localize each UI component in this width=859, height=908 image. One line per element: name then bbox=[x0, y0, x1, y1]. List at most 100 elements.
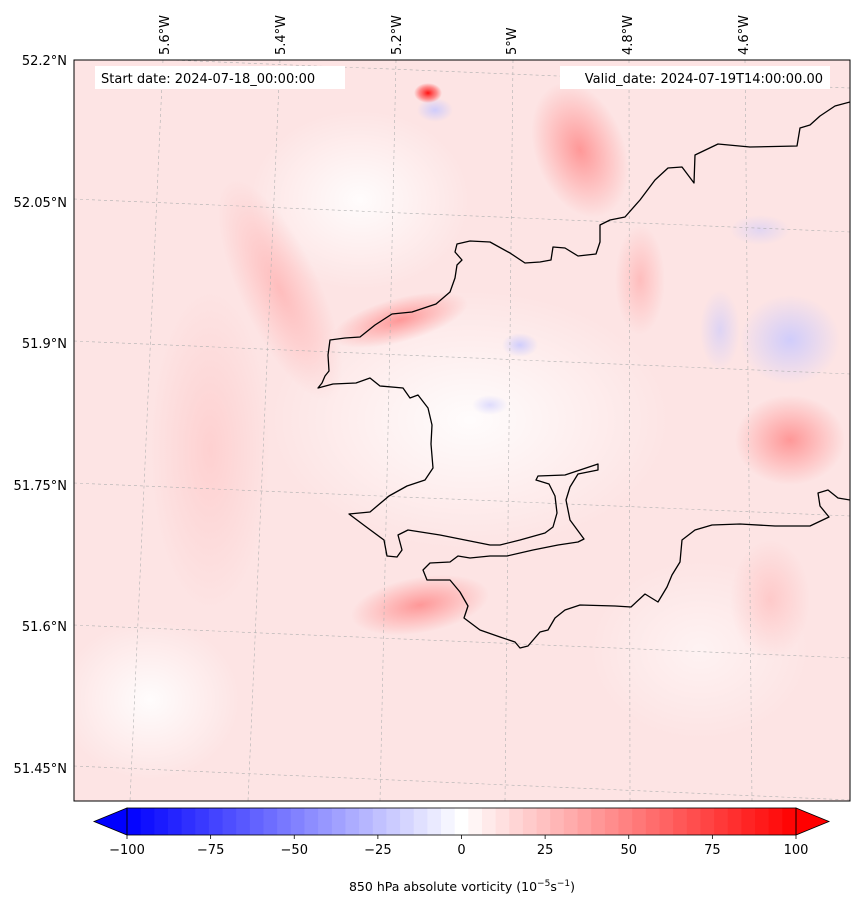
field-band-west bbox=[150, 290, 270, 610]
lon-label: 5.6°W bbox=[158, 15, 173, 55]
colorbar: −100 −75 −50 −25 0 25 50 75 100 850 hPa absolute… bbox=[92, 807, 831, 894]
field-maximum-far-east bbox=[735, 395, 845, 485]
colorbar-bin bbox=[714, 808, 729, 835]
field-minimum-east-2 bbox=[700, 290, 740, 370]
colorbar-bin bbox=[782, 808, 797, 835]
colorbar-bin bbox=[673, 808, 688, 835]
colorbar-tick-label: −100 bbox=[109, 843, 145, 858]
field-light-center bbox=[270, 290, 670, 550]
field-maximum-east bbox=[615, 225, 665, 335]
field-band-coast bbox=[332, 292, 468, 348]
colorbar-label: 850 hPa absolute vorticity (10−5s−1) bbox=[349, 879, 575, 894]
colorbar-bin bbox=[127, 808, 142, 835]
colorbar-tick-label: 75 bbox=[704, 843, 721, 858]
lon-label: 4.8°W bbox=[621, 15, 636, 55]
colorbar-bin bbox=[686, 808, 702, 835]
field-minimum-center bbox=[502, 333, 538, 357]
colorbar-bin bbox=[741, 808, 756, 835]
lon-label: 5.4°W bbox=[274, 15, 289, 55]
colorbar-tick-label: −75 bbox=[197, 843, 224, 858]
colorbar-bin bbox=[400, 808, 415, 835]
lon-label: 5.2°W bbox=[390, 15, 405, 55]
colorbar-bin bbox=[454, 808, 469, 835]
lat-label: 51.45°N bbox=[14, 762, 67, 777]
colorbar-bin bbox=[167, 808, 183, 835]
colorbar-bin bbox=[700, 808, 715, 835]
field-minimum-northeast bbox=[730, 215, 790, 245]
field-band-southeast bbox=[730, 540, 810, 660]
colorbar-bin bbox=[659, 808, 674, 835]
colorbar-bin bbox=[645, 808, 661, 835]
colorbar-label-text: 850 hPa absolute vorticity (10 bbox=[349, 879, 537, 894]
colorbar-ticks: −100 −75 −50 −25 0 25 50 75 100 bbox=[109, 835, 808, 858]
colorbar-bin bbox=[236, 808, 251, 835]
field-minimum-center-2 bbox=[472, 395, 508, 415]
colorbar-bin bbox=[441, 808, 456, 835]
valid-date-background bbox=[560, 66, 830, 89]
colorbar-bin bbox=[481, 808, 497, 835]
colorbar-bin bbox=[277, 808, 292, 835]
colorbar-bin bbox=[550, 808, 565, 835]
colorbar-bin bbox=[604, 808, 620, 835]
lat-label: 51.9°N bbox=[22, 337, 67, 352]
field-light-southwest bbox=[74, 620, 240, 780]
colorbar-bins bbox=[127, 808, 797, 835]
start-date-box: Start date: 2024-07-18_00:00:00 bbox=[95, 66, 345, 89]
colorbar-extend-min bbox=[92, 807, 128, 836]
colorbar-extend-max bbox=[795, 807, 831, 836]
colorbar-bin bbox=[222, 808, 237, 835]
colorbar-bin bbox=[563, 808, 579, 835]
map-frame bbox=[73, 59, 851, 802]
colorbar-bin bbox=[359, 808, 374, 835]
coastline-north bbox=[317, 101, 850, 649]
colorbar-bin bbox=[536, 808, 551, 835]
colorbar-tick-label: 0 bbox=[457, 843, 465, 858]
field-hotspot-north bbox=[414, 83, 442, 103]
lat-label: 51.75°N bbox=[14, 479, 67, 494]
colorbar-bin bbox=[263, 808, 278, 835]
colorbar-bin bbox=[632, 808, 647, 835]
colorbar-bin bbox=[154, 808, 169, 835]
colorbar-bin bbox=[468, 808, 483, 835]
meridian-5.6w bbox=[129, 60, 164, 801]
colorbar-bin bbox=[345, 808, 360, 835]
colorbar-bin bbox=[290, 808, 306, 835]
colorbar-label-mid: s bbox=[550, 879, 557, 894]
colorbar-bin bbox=[522, 808, 538, 835]
colorbar-bin bbox=[318, 808, 333, 835]
vorticity-field bbox=[74, 60, 850, 801]
colorbar-bin bbox=[304, 808, 319, 835]
lon-label: 5°W bbox=[505, 27, 520, 55]
colorbar-bin bbox=[591, 808, 606, 835]
colorbar-label-exp1: −5 bbox=[537, 879, 550, 889]
graticule bbox=[74, 60, 850, 801]
colorbar-bin bbox=[727, 808, 742, 835]
colorbar-bin bbox=[195, 808, 210, 835]
start-date-background bbox=[95, 66, 345, 89]
colorbar-bin bbox=[249, 808, 265, 835]
colorbar-bin bbox=[372, 808, 388, 835]
colorbar-bin bbox=[755, 808, 770, 835]
colorbar-label-exp2: −1 bbox=[557, 879, 570, 889]
valid-date-label: Valid_date: 2024-07-19T14:00:00.00 bbox=[585, 72, 823, 87]
colorbar-bin bbox=[413, 808, 428, 835]
lat-label: 51.6°N bbox=[22, 620, 67, 635]
colorbar-bin bbox=[427, 808, 442, 835]
colorbar-tick-label: −25 bbox=[364, 843, 391, 858]
colorbar-bin bbox=[495, 808, 510, 835]
colorbar-bin bbox=[140, 808, 155, 835]
coastline bbox=[317, 101, 850, 649]
colorbar-label-close: ) bbox=[570, 879, 575, 894]
field-maximum-northeast bbox=[531, 82, 629, 218]
field-maximum-south bbox=[350, 574, 490, 636]
start-date-label: Start date: 2024-07-18_00:00:00 bbox=[101, 72, 315, 87]
colorbar-bin bbox=[618, 808, 633, 835]
colorbar-bin bbox=[768, 808, 783, 835]
field-minimum-north bbox=[417, 98, 453, 122]
longitude-labels: 5.6°W 5.4°W 5.2°W 5°W 4.8°W 4.6°W bbox=[158, 15, 752, 55]
colorbar-tick-label: −50 bbox=[281, 843, 308, 858]
colorbar-bin bbox=[509, 808, 524, 835]
colorbar-bin bbox=[331, 808, 347, 835]
colorbar-bin bbox=[208, 808, 224, 835]
